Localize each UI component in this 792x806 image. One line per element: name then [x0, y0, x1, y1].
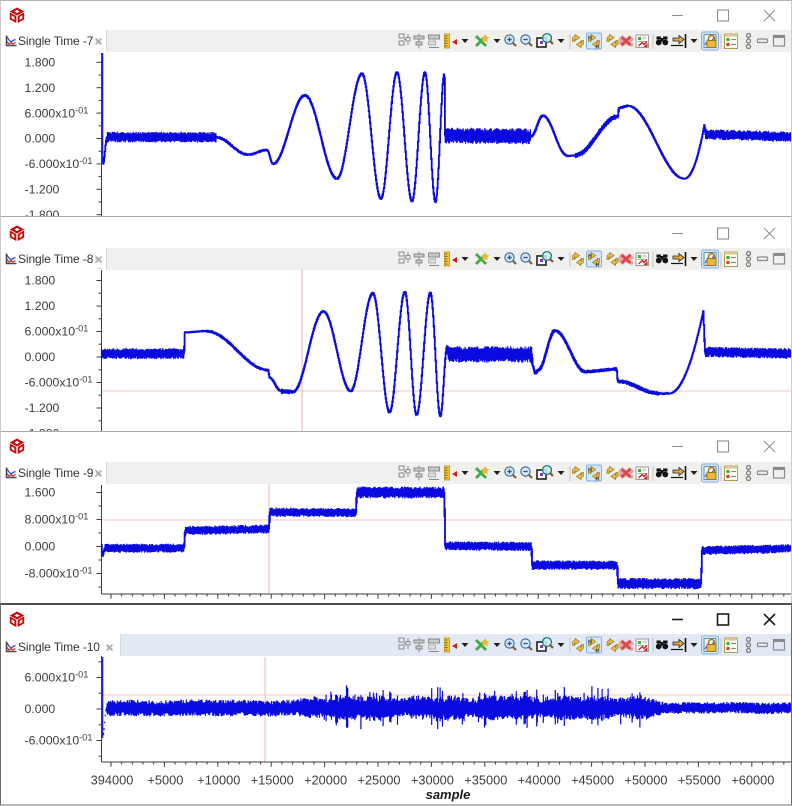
svg-text:+10000: +10000	[197, 773, 240, 788]
svg-text:+60000: +60000	[731, 773, 774, 788]
svg-text:H: H	[596, 263, 600, 269]
svg-text:H: H	[596, 649, 600, 655]
svg-text:-1.200: -1.200	[25, 183, 60, 197]
svg-text:394000: 394000	[91, 773, 134, 788]
svg-text:-6.000x10-01: -6.000x10-01	[25, 375, 93, 390]
svg-text:1.200: 1.200	[25, 299, 56, 313]
svg-text:8.000x10-01: 8.000x10-01	[25, 512, 89, 527]
svg-text:H: H	[588, 36, 592, 42]
svg-text:+25000: +25000	[357, 773, 400, 788]
svg-text:H: H	[588, 468, 592, 474]
svg-text:+40000: +40000	[518, 773, 561, 788]
svg-text:+30000: +30000	[411, 773, 454, 788]
svg-text:0.000: 0.000	[25, 540, 56, 554]
svg-text:H: H	[588, 254, 592, 260]
svg-text:0.000: 0.000	[25, 132, 56, 146]
svg-text:-1.800: -1.800	[25, 208, 60, 216]
svg-text:+15000: +15000	[251, 773, 294, 788]
svg-text:H: H	[588, 640, 592, 646]
svg-text:-6.000x10-01: -6.000x10-01	[25, 733, 93, 748]
svg-text:1.600: 1.600	[25, 486, 56, 500]
svg-text:+45000: +45000	[571, 773, 614, 788]
svg-text:0.000: 0.000	[25, 350, 56, 364]
svg-text:+50000: +50000	[624, 773, 667, 788]
svg-text:H: H	[596, 477, 600, 483]
svg-text:+35000: +35000	[464, 773, 507, 788]
svg-text:1.800: 1.800	[25, 274, 56, 288]
svg-text:0.000: 0.000	[25, 702, 56, 716]
svg-text:1.200: 1.200	[25, 81, 56, 95]
svg-text:-8.000x10-01: -8.000x10-01	[25, 566, 93, 581]
svg-text:H: H	[596, 45, 600, 51]
svg-text:1.800: 1.800	[25, 56, 56, 70]
svg-text:+20000: +20000	[304, 773, 347, 788]
svg-text:-1.800: -1.800	[25, 427, 60, 431]
svg-text:+5000: +5000	[147, 773, 183, 788]
svg-text:-6.000x10-01: -6.000x10-01	[25, 156, 93, 171]
svg-text:+55000: +55000	[678, 773, 721, 788]
svg-text:6.000x10-01: 6.000x10-01	[25, 324, 89, 339]
svg-text:6.000x10-01: 6.000x10-01	[25, 670, 89, 685]
svg-text:sample: sample	[426, 787, 471, 802]
svg-text:6.000x10-01: 6.000x10-01	[25, 105, 89, 120]
svg-text:-1.200: -1.200	[25, 401, 60, 415]
